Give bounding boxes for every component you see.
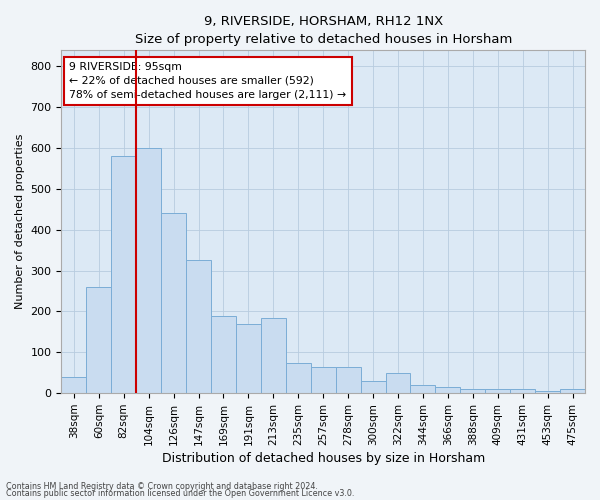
Bar [161,214,186,393]
Bar [61,377,86,393]
Bar [410,385,436,393]
Bar [311,366,335,393]
Bar [86,287,111,393]
Bar [286,362,311,393]
X-axis label: Distribution of detached houses by size in Horsham: Distribution of detached houses by size … [161,452,485,465]
Title: 9, RIVERSIDE, HORSHAM, RH12 1NX
Size of property relative to detached houses in : 9, RIVERSIDE, HORSHAM, RH12 1NX Size of … [134,15,512,46]
Bar [485,389,510,393]
Bar [136,148,161,393]
Text: Contains HM Land Registry data © Crown copyright and database right 2024.: Contains HM Land Registry data © Crown c… [6,482,318,491]
Text: 9 RIVERSIDE: 95sqm
← 22% of detached houses are smaller (592)
78% of semi-detach: 9 RIVERSIDE: 95sqm ← 22% of detached hou… [69,62,346,100]
Bar [560,389,585,393]
Bar [111,156,136,393]
Bar [236,324,261,393]
Bar [535,391,560,393]
Bar [186,260,211,393]
Text: Contains public sector information licensed under the Open Government Licence v3: Contains public sector information licen… [6,490,355,498]
Bar [335,366,361,393]
Bar [386,373,410,393]
Bar [211,316,236,393]
Y-axis label: Number of detached properties: Number of detached properties [15,134,25,310]
Bar [261,318,286,393]
Bar [510,389,535,393]
Bar [460,389,485,393]
Bar [361,381,386,393]
Bar [436,387,460,393]
